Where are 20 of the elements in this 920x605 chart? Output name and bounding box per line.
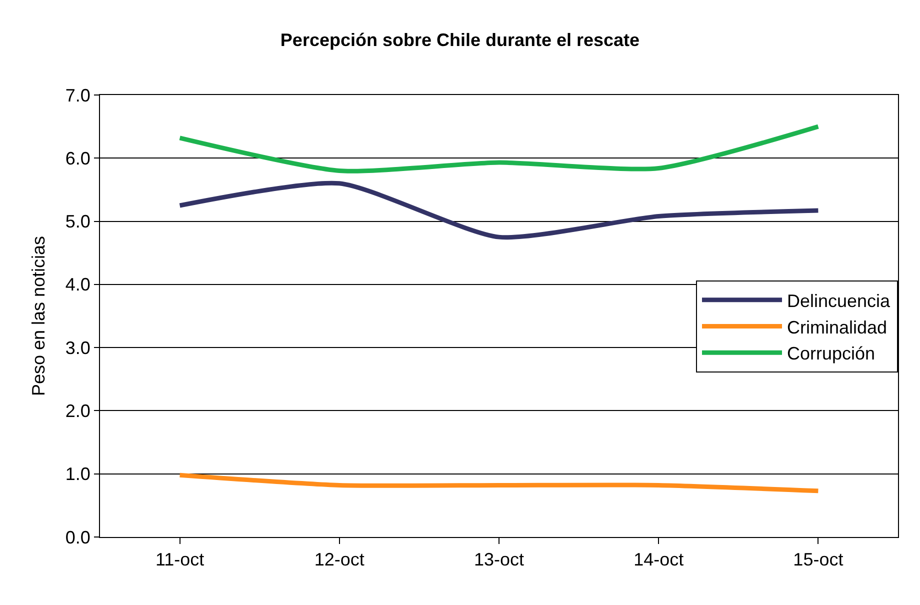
y-tick-label: 5.0 (65, 212, 90, 232)
line-series (178, 180, 820, 240)
y-tick-label: 1.0 (65, 464, 90, 484)
line-series (178, 124, 820, 174)
y-tick-label: 4.0 (65, 274, 90, 295)
legend-label: Corrupción (787, 344, 876, 364)
chart-title: Percepción sobre Chile durante el rescate (280, 30, 640, 50)
x-tick-label: 14-oct (634, 550, 684, 570)
y-tick-label: 6.0 (65, 148, 90, 168)
y-tick-label: 2.0 (65, 401, 90, 422)
x-tick-label: 11-oct (155, 550, 204, 570)
y-tick-label: 0.0 (65, 527, 90, 548)
x-tick-label: 15-oct (793, 550, 844, 570)
legend-label: Delincuencia (787, 290, 892, 311)
y-tick-label: 7.0 (65, 85, 90, 106)
legend-label: Criminalidad (787, 317, 888, 338)
x-tick-label: 13-oct (474, 550, 524, 570)
y-axis-title: Peso en las noticias (28, 236, 49, 396)
y-tick-label: 3.0 (65, 338, 90, 358)
x-tick-label: 12-oct (314, 550, 364, 570)
